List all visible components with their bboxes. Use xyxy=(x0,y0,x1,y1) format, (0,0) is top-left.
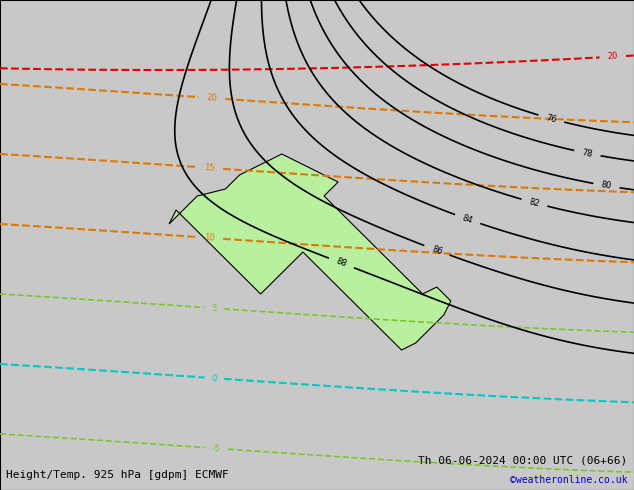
Text: 82: 82 xyxy=(528,197,541,208)
Text: 20: 20 xyxy=(607,52,618,61)
Text: 86: 86 xyxy=(430,244,443,256)
Polygon shape xyxy=(169,154,451,350)
Text: 80: 80 xyxy=(600,180,612,191)
Text: 0: 0 xyxy=(211,373,217,383)
Text: 20: 20 xyxy=(207,93,217,103)
Text: Th 06-06-2024 00:00 UTC (06+66): Th 06-06-2024 00:00 UTC (06+66) xyxy=(418,456,628,466)
Text: 88: 88 xyxy=(335,257,348,269)
Text: 15: 15 xyxy=(204,163,216,173)
Text: 78: 78 xyxy=(581,148,593,159)
Text: ©weatheronline.co.uk: ©weatheronline.co.uk xyxy=(510,475,628,485)
Text: Height/Temp. 925 hPa [gdpm] ECMWF: Height/Temp. 925 hPa [gdpm] ECMWF xyxy=(6,470,229,480)
Text: 10: 10 xyxy=(204,233,216,243)
Text: 5: 5 xyxy=(211,303,217,313)
Text: 76: 76 xyxy=(545,113,558,124)
Text: -5: -5 xyxy=(212,443,221,453)
Text: 84: 84 xyxy=(461,213,474,225)
